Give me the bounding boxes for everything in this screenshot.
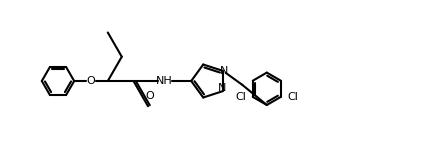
Text: O: O [146,91,154,101]
Text: Cl: Cl [288,92,299,102]
Text: NH: NH [155,76,172,86]
Text: N: N [220,66,228,76]
Text: Cl: Cl [235,92,246,102]
Text: N: N [217,83,226,93]
Text: O: O [86,76,95,86]
